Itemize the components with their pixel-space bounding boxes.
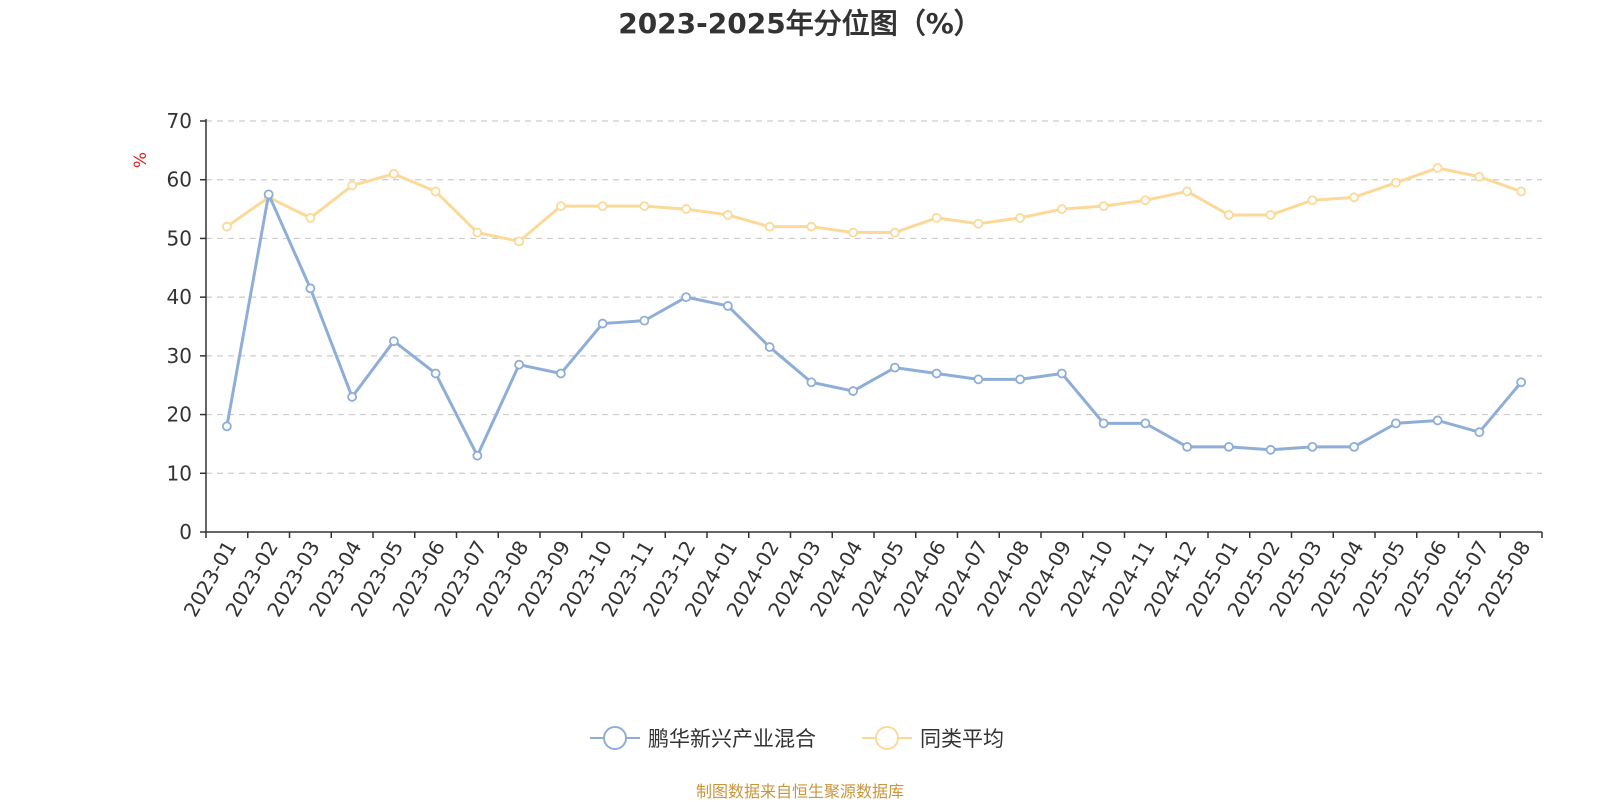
data-point [1307,195,1318,206]
data-point [221,421,232,432]
data-point [430,368,441,379]
data-point [1432,163,1443,173]
data-point [263,189,274,200]
data-point [388,336,399,347]
data-point [1223,441,1234,452]
legend[interactable]: 鹏华新兴产业混合 同类平均 [590,726,1004,751]
data-point [347,392,358,402]
data-point [514,359,525,370]
data-point [555,201,566,212]
data-point [388,168,399,179]
data-point [1516,377,1527,388]
data-point [1474,171,1485,182]
data-point [1390,177,1401,188]
legend-marker [875,726,899,750]
data-point [973,218,984,229]
data-point [848,386,859,396]
data-point [1390,418,1401,429]
data-point [931,212,942,223]
data-point [764,342,775,352]
y-tick-label: 50 [167,226,192,250]
data-point [681,292,692,303]
data-point [1098,201,1109,212]
data-point [722,210,733,220]
data-point [1098,418,1109,429]
data-point [472,227,483,238]
data-point [806,221,817,232]
data-point [889,362,900,373]
y-tick-label: 20 [167,403,192,427]
data-point [1516,186,1527,197]
legend-marker [603,726,627,750]
series-line [225,192,1523,458]
data-point [430,186,441,197]
data-point [1015,374,1026,385]
data-point [1015,212,1026,223]
data-point [639,315,650,326]
data-point [1056,368,1067,379]
data-point [681,204,692,214]
data-point [597,318,608,329]
data-point [597,201,608,212]
data-point [555,368,566,379]
data-point [722,301,733,311]
data-point [1474,427,1485,438]
data-point [764,221,775,232]
data-point [889,227,900,238]
series-line [226,166,1522,243]
data-point [1307,441,1318,452]
axes: 0102030405060702023-012023-022023-032023… [167,109,1543,621]
y-tick-label: 70 [167,109,192,133]
data-point [1056,204,1067,214]
data-point [347,180,358,191]
source-note: 制图数据来自恒生聚源数据库 [695,782,904,801]
data-point [1140,195,1151,206]
data-point [1265,444,1276,455]
data-point [1223,210,1234,220]
y-axis-unit: % [131,152,151,168]
series-lines [221,163,1527,461]
data-point [1432,415,1443,426]
data-point [305,283,316,294]
y-tick-label: 30 [167,344,192,368]
data-point [639,201,650,212]
data-point [1265,210,1276,220]
data-point [1182,186,1193,197]
legend-label: 同类平均 [920,727,1004,751]
y-tick-label: 40 [167,285,192,309]
y-tick-label: 0 [179,520,192,544]
data-point [221,221,232,232]
data-point [1182,441,1193,452]
y-tick-label: 60 [167,168,192,192]
data-point [931,368,942,379]
y-tick-label: 10 [167,461,192,485]
data-point [305,212,316,223]
legend-label: 鹏华新兴产业混合 [648,727,816,751]
data-point [514,236,525,247]
data-point [806,377,817,388]
data-point [1140,418,1151,429]
grid-lines [206,120,1542,474]
data-point [973,374,984,385]
data-point [1349,441,1360,452]
data-point [472,450,483,461]
chart-title: 2023-2025年分位图（%） [618,7,982,40]
data-point [1349,192,1360,203]
data-point [848,227,859,238]
